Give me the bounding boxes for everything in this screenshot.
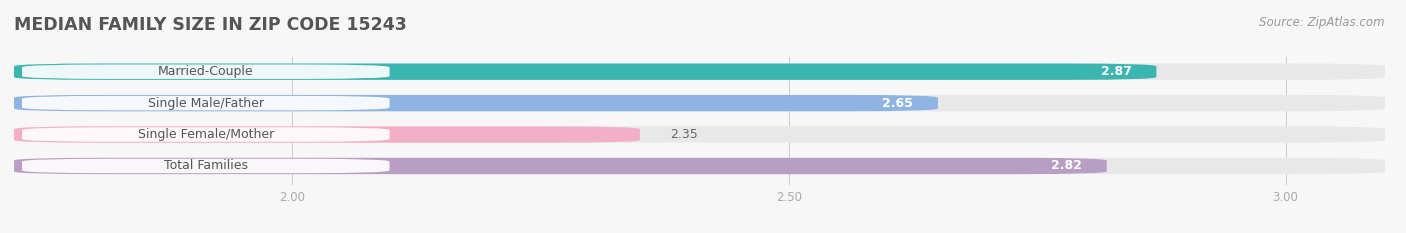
Text: Source: ZipAtlas.com: Source: ZipAtlas.com [1260,16,1385,29]
Text: 2.87: 2.87 [1101,65,1132,78]
FancyBboxPatch shape [14,95,938,111]
Text: Single Female/Mother: Single Female/Mother [138,128,274,141]
FancyBboxPatch shape [14,64,1385,80]
FancyBboxPatch shape [22,96,389,110]
FancyBboxPatch shape [14,95,1385,111]
FancyBboxPatch shape [22,65,389,79]
FancyBboxPatch shape [14,158,1385,174]
FancyBboxPatch shape [14,126,1385,143]
Text: Married-Couple: Married-Couple [157,65,253,78]
Text: 2.82: 2.82 [1052,159,1083,172]
FancyBboxPatch shape [22,159,389,173]
FancyBboxPatch shape [14,64,1157,80]
FancyBboxPatch shape [14,126,640,143]
FancyBboxPatch shape [14,158,1107,174]
Text: MEDIAN FAMILY SIZE IN ZIP CODE 15243: MEDIAN FAMILY SIZE IN ZIP CODE 15243 [14,16,406,34]
Text: Total Families: Total Families [163,159,247,172]
Text: Single Male/Father: Single Male/Father [148,97,264,110]
Text: 2.65: 2.65 [882,97,912,110]
Text: 2.35: 2.35 [669,128,697,141]
FancyBboxPatch shape [22,127,389,142]
